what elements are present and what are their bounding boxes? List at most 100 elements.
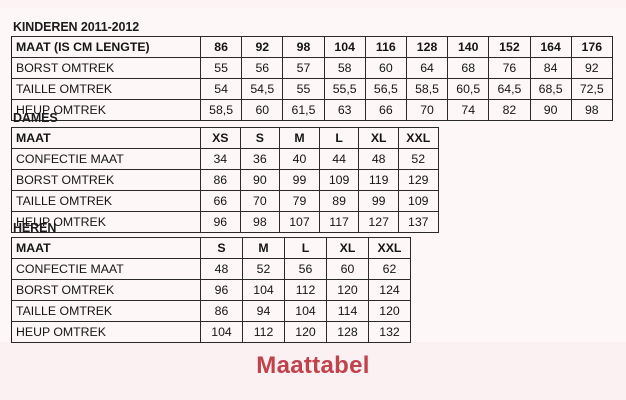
size-header-cell: 92: [241, 36, 284, 58]
value-cell: 127: [358, 211, 399, 233]
size-header-cell: 104: [323, 36, 366, 58]
value-cell: 120: [284, 321, 327, 343]
header-label-cell: MAAT: [11, 237, 201, 259]
size-header-cell: XL: [358, 127, 399, 149]
value-cell: 137: [397, 211, 439, 233]
value-cell: 52: [397, 148, 439, 170]
table-heren: MAAT S M L XL XXL CONFECTIE MAAT 48 52 5…: [11, 237, 411, 343]
value-cell: 86: [200, 169, 241, 191]
table-header-row: MAAT XS S M L XL XXL: [11, 127, 439, 149]
value-cell: 57: [282, 57, 325, 79]
row-label-cell: HEUP OMTREK: [11, 321, 201, 343]
table-row: CONFECTIE MAAT 48 52 56 60 62: [11, 258, 411, 280]
value-cell: 55: [282, 78, 325, 100]
value-cell: 55: [199, 57, 243, 79]
table-dames: MAAT XS S M L XL XXL CONFECTIE MAAT 34 3…: [11, 127, 439, 233]
table-body-heren: MAAT S M L XL XXL CONFECTIE MAAT 48 52 5…: [11, 237, 411, 343]
value-cell: 128: [326, 321, 369, 343]
section-dames: DAMES MAAT XS S M L XL XXL CONFECTIE MAA…: [11, 111, 439, 233]
value-cell: 82: [488, 99, 531, 121]
section-heading-dames: DAMES: [13, 111, 58, 125]
value-cell: 66: [364, 99, 407, 121]
table-row: TAILLE OMTREK 86 94 104 114 120: [11, 300, 411, 322]
table-row: HEUP OMTREK 58,5 60 61,5 63 66 70 74 82 …: [11, 99, 613, 121]
section-heading-kinderen: KINDEREN 2011-2012: [13, 20, 140, 34]
page-title: Maattabel: [256, 352, 370, 379]
value-cell: 44: [318, 148, 360, 170]
value-cell: 60: [364, 57, 407, 79]
size-header-cell: M: [242, 237, 285, 259]
table-row: TAILLE OMTREK 54 54,5 55 55,5 56,5 58,5 …: [11, 78, 613, 100]
header-label-cell: MAAT (IS CM LENGTE): [11, 36, 201, 58]
table-body-kinderen: MAAT (IS CM LENGTE) 86 92 98 104 116 128…: [11, 36, 613, 121]
row-label-cell: HEUP OMTREK: [11, 211, 201, 233]
value-cell: 92: [570, 57, 613, 79]
value-cell: 74: [447, 99, 490, 121]
value-cell: 86: [200, 300, 243, 322]
value-cell: 52: [242, 258, 285, 280]
value-cell: 84: [529, 57, 572, 79]
row-label-cell: CONFECTIE MAAT: [11, 258, 201, 280]
value-cell: 55,5: [323, 78, 366, 100]
value-cell: 60,5: [447, 78, 490, 100]
value-cell: 56: [241, 57, 284, 79]
row-label-cell: HEUP OMTREK: [11, 99, 201, 121]
table-row: HEUP OMTREK 96 98 107 117 127 137: [11, 211, 439, 233]
size-header-cell: 128: [405, 36, 449, 58]
row-label-cell: TAILLE OMTREK: [11, 78, 201, 100]
value-cell: 36: [239, 148, 281, 170]
value-cell: 54,5: [241, 78, 284, 100]
header-label-cell: MAAT: [11, 127, 201, 149]
value-cell: 79: [279, 190, 320, 212]
size-header-cell: M: [279, 127, 320, 149]
size-header-cell: XXL: [368, 237, 411, 259]
value-cell: 98: [570, 99, 613, 121]
value-cell: 114: [326, 300, 369, 322]
value-cell: 104: [284, 300, 327, 322]
row-label-cell: BORST OMTREK: [11, 169, 201, 191]
table-body-dames: MAAT XS S M L XL XXL CONFECTIE MAAT 34 3…: [11, 127, 439, 233]
size-header-cell: 152: [488, 36, 531, 58]
table-header-row: MAAT (IS CM LENGTE) 86 92 98 104 116 128…: [11, 36, 613, 58]
value-cell: 76: [488, 57, 531, 79]
value-cell: 89: [318, 190, 360, 212]
row-label-cell: CONFECTIE MAAT: [11, 148, 201, 170]
section-heading-heren: HEREN: [13, 221, 57, 235]
row-label-cell: TAILLE OMTREK: [11, 300, 201, 322]
table-row: CONFECTIE MAAT 34 36 40 44 48 52: [11, 148, 439, 170]
row-label-cell: TAILLE OMTREK: [11, 190, 201, 212]
value-cell: 48: [200, 258, 243, 280]
section-kinderen: KINDEREN 2011-2012 MAAT (IS CM LENGTE) 8…: [11, 20, 613, 121]
value-cell: 72,5: [570, 78, 613, 100]
value-cell: 64: [405, 57, 449, 79]
value-cell: 132: [368, 321, 411, 343]
size-header-cell: 98: [282, 36, 325, 58]
value-cell: 48: [358, 148, 399, 170]
size-header-cell: XXL: [397, 127, 439, 149]
value-cell: 56,5: [364, 78, 407, 100]
table-row: BORST OMTREK 96 104 112 120 124: [11, 279, 411, 301]
row-label-cell: BORST OMTREK: [11, 57, 201, 79]
size-header-cell: 176: [570, 36, 613, 58]
value-cell: 58: [323, 57, 366, 79]
value-cell: 66: [200, 190, 241, 212]
value-cell: 90: [529, 99, 572, 121]
value-cell: 124: [368, 279, 411, 301]
value-cell: 99: [358, 190, 399, 212]
value-cell: 56: [284, 258, 327, 280]
size-header-cell: S: [239, 127, 281, 149]
value-cell: 34: [200, 148, 241, 170]
value-cell: 129: [397, 169, 439, 191]
table-row: BORST OMTREK 86 90 99 109 119 129: [11, 169, 439, 191]
value-cell: 104: [242, 279, 285, 301]
value-cell: 99: [279, 169, 320, 191]
value-cell: 62: [368, 258, 411, 280]
value-cell: 96: [200, 211, 241, 233]
value-cell: 96: [200, 279, 243, 301]
table-row: HEUP OMTREK 104 112 120 128 132: [11, 321, 411, 343]
value-cell: 70: [405, 99, 449, 121]
value-cell: 107: [279, 211, 320, 233]
size-header-cell: L: [284, 237, 327, 259]
value-cell: 60: [326, 258, 369, 280]
size-header-cell: 164: [529, 36, 572, 58]
